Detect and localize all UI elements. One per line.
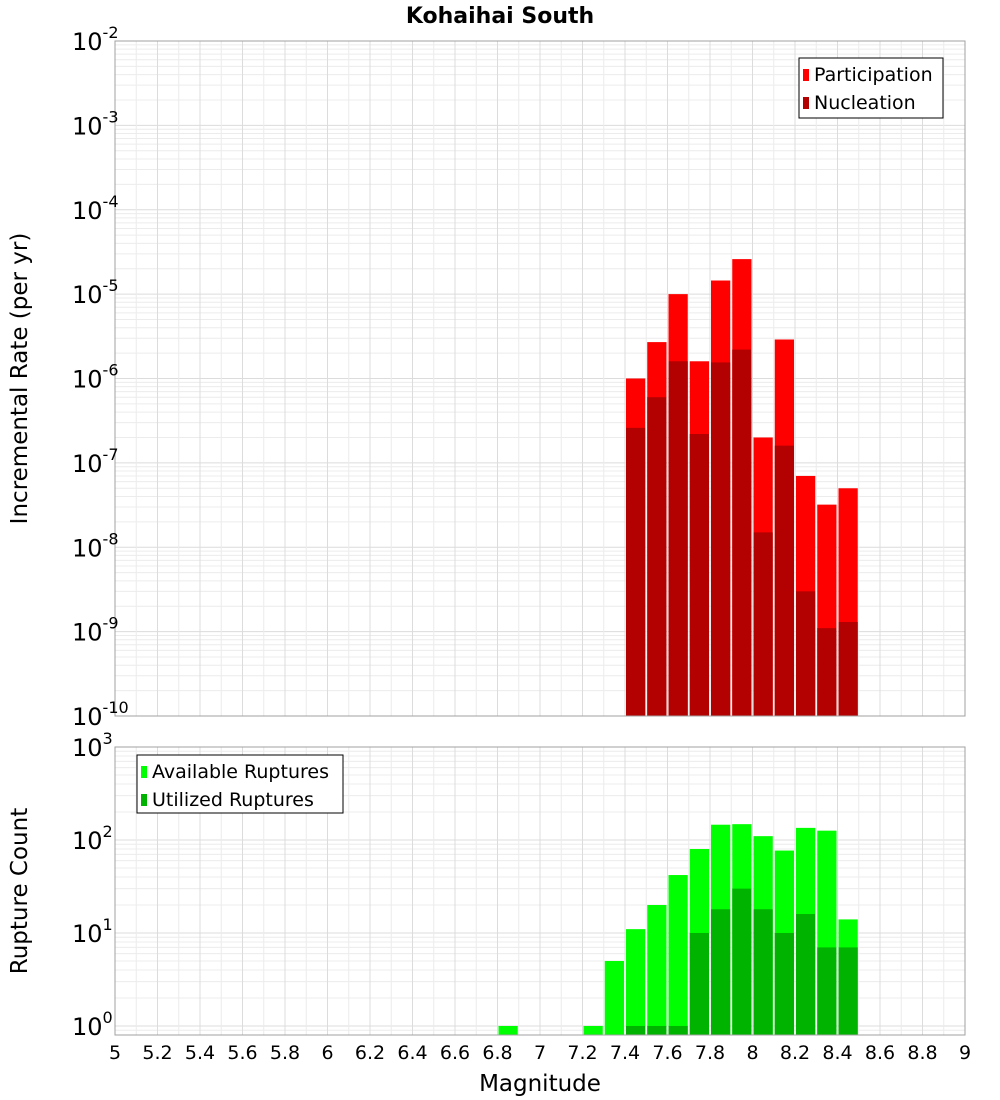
x-tick-label: 8	[746, 1042, 758, 1064]
bar	[626, 929, 646, 1035]
bar	[817, 628, 837, 716]
legend-swatch	[803, 97, 809, 109]
legend: Participation Nucleation	[798, 57, 944, 119]
bar	[668, 875, 688, 1035]
legend-label: Utilized Ruptures	[152, 789, 314, 811]
y-tick-label: 101	[72, 915, 113, 948]
bar	[796, 591, 816, 716]
bar	[626, 427, 646, 716]
bar	[796, 914, 816, 1035]
legend-swatch	[803, 69, 809, 81]
x-tick-label: 6.2	[355, 1042, 385, 1064]
bar	[753, 909, 773, 1035]
plot-frame	[114, 40, 966, 717]
y-tick-label: 10-10	[72, 698, 129, 731]
bar	[838, 622, 858, 716]
y-tick-label: 10-4	[72, 192, 119, 225]
y-tick-label: 10-2	[72, 23, 119, 56]
bar	[668, 1025, 688, 1035]
y-tick-label: 100	[72, 1008, 113, 1041]
x-tick-label: 6	[321, 1042, 333, 1064]
y-axis-label: Rupture Count	[7, 808, 33, 974]
legend-label: Participation	[814, 64, 933, 86]
bar	[774, 932, 794, 1035]
x-tick-label: 6.8	[482, 1042, 512, 1064]
y-tick-label: 10-5	[72, 276, 119, 309]
bars-nucleation	[626, 349, 858, 716]
count-panel: 100 101 102 103 Rupture Count Available Ruptu…	[7, 729, 971, 1064]
bar	[838, 947, 858, 1035]
legend-label: Nucleation	[814, 92, 916, 114]
x-tick-label: 5.8	[270, 1042, 300, 1064]
y-tick-label: 102	[72, 822, 113, 855]
bar	[774, 445, 794, 716]
bar	[689, 932, 709, 1035]
rate-panel: 10-10 10-9 10-8 10-7 10-6 10-5 10-4 10-3 10-2 Inc…	[7, 23, 966, 731]
bar	[711, 909, 731, 1035]
bar	[817, 947, 837, 1035]
x-tick-label: 7.6	[652, 1042, 682, 1064]
x-axis-label: Magnitude	[479, 1071, 601, 1097]
legend-box	[136, 754, 344, 814]
legend-swatch	[141, 794, 147, 806]
legend-label: Available Ruptures	[152, 761, 329, 783]
bar	[732, 888, 752, 1035]
y-tick-label: 10-6	[72, 361, 119, 394]
bar	[647, 1025, 667, 1035]
x-tick-label: 9	[959, 1042, 971, 1064]
bar	[626, 1025, 646, 1035]
x-tick-label: 5.4	[185, 1042, 215, 1064]
legend-swatch	[141, 766, 147, 778]
x-tick-label: 8.2	[780, 1042, 810, 1064]
plot-frame	[114, 746, 966, 1036]
bar	[498, 1025, 518, 1035]
y-tick-label: 103	[72, 729, 113, 762]
legend-box	[798, 57, 944, 119]
bar	[583, 1025, 603, 1035]
y-tick-label: 10-3	[72, 107, 119, 140]
bar	[753, 532, 773, 716]
bar	[647, 397, 667, 716]
bar	[604, 960, 624, 1035]
y-tick-label: 10-7	[72, 445, 119, 478]
x-tick-label: 7.8	[695, 1042, 725, 1064]
x-tick-label: 8.6	[865, 1042, 895, 1064]
x-tick-label: 7.2	[567, 1042, 597, 1064]
bar	[711, 362, 731, 716]
x-tick-label: 7	[534, 1042, 546, 1064]
chart-title: Kohaihai South	[406, 4, 594, 29]
bar	[732, 349, 752, 716]
grid	[114, 40, 966, 717]
legend: Available Ruptures Utilized Ruptures	[136, 754, 344, 814]
x-tick-label: 6.4	[397, 1042, 427, 1064]
bar	[689, 433, 709, 716]
x-tick-label: 5.2	[142, 1042, 172, 1064]
x-tick-label: 5	[109, 1042, 121, 1064]
x-tick-label: 5.6	[227, 1042, 257, 1064]
y-axis-label: Incremental Rate (per yr)	[7, 233, 33, 525]
x-tick-label: 7.4	[610, 1042, 640, 1064]
x-tick-label: 6.6	[440, 1042, 470, 1064]
bar	[647, 904, 667, 1035]
y-tick-label: 10-9	[72, 614, 119, 647]
x-tick-label: 8.8	[907, 1042, 937, 1064]
bar	[668, 361, 688, 716]
bars-utilized-ruptures	[626, 888, 858, 1035]
x-tick-label: 8.4	[822, 1042, 852, 1064]
y-tick-label: 10-8	[72, 529, 119, 562]
